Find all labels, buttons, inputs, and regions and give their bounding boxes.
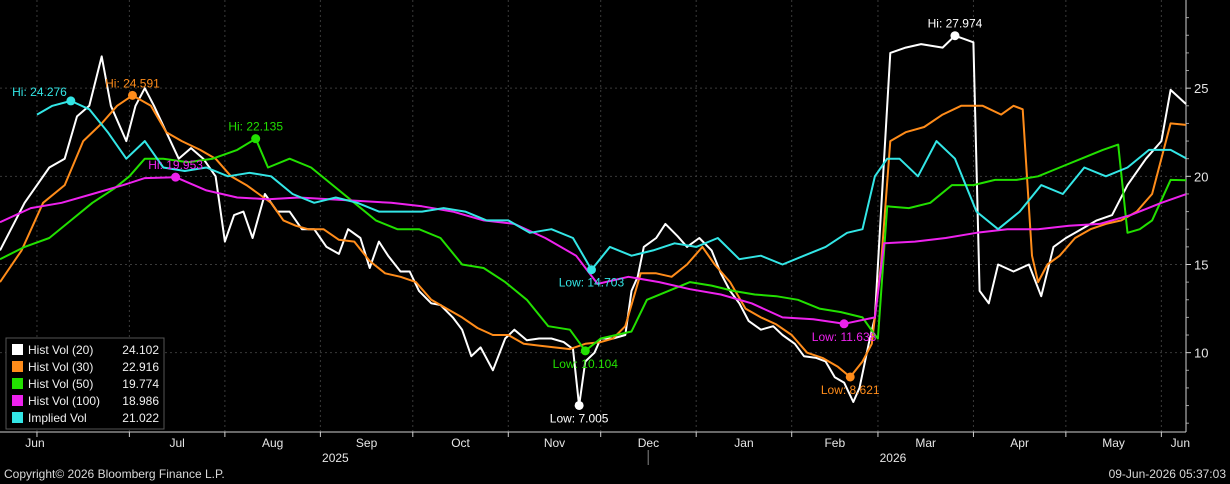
timestamp-text: 09-Jun-2026 05:37:03 [1108,467,1226,481]
extreme-marker [586,265,596,275]
x-tick-label: Aug [262,436,283,450]
extreme-label: Hi: 22.135 [228,120,283,134]
extreme-marker [950,31,960,41]
legend-value: 21.022 [122,411,159,425]
extreme-marker [127,90,137,100]
extreme-label: Low: 10.104 [553,357,619,371]
extreme-marker [845,372,855,382]
x-tick-label: May [1102,436,1125,450]
x-tick-label: Nov [544,436,565,450]
extreme-label: Low: 7.005 [550,411,609,425]
copyright-text: Copyright© 2026 Bloomberg Finance L.P. [4,467,225,481]
extreme-marker [171,172,181,182]
x-tick-label: Mar [915,436,936,450]
x-tick-label: Jun [25,436,44,450]
extreme-label: Hi: 27.974 [928,17,983,31]
legend-value: 19.774 [122,377,159,391]
legend-box [5,337,165,430]
x-tick-label: Feb [824,436,845,450]
extreme-marker [580,346,590,356]
y-tick-label: 15 [1194,257,1208,272]
legend-swatch [12,378,23,389]
legend-swatch [12,412,23,423]
legend-swatch [12,344,23,355]
series-line-1 [0,94,1187,378]
x-tick-label: Jan [734,436,753,450]
extreme-label: Low: 11.638 [812,330,877,344]
legend-value: 22.916 [122,360,159,374]
extreme-marker [251,134,261,144]
y-tick-label: 20 [1194,169,1208,184]
extreme-marker [574,400,584,410]
x-tick-label: Jun [1171,436,1190,450]
y-tick-label: 10 [1194,346,1208,361]
legend-swatch [12,395,23,406]
series-line-4 [36,99,1187,271]
legend-value: 24.102 [122,343,159,357]
extreme-label: Hi: 24.276 [12,85,67,99]
x-tick-label: Oct [451,436,470,450]
year-label: 2026 [880,451,907,465]
x-tick-label: Jul [169,436,184,450]
extreme-label: Hi: 19.953 [148,158,203,172]
x-tick-label: Apr [1010,436,1029,450]
legend-label: Implied Vol [28,411,87,425]
extreme-label: Low: 14.703 [559,276,625,290]
x-tick-label: Sep [356,436,378,450]
y-tick-label: 25 [1194,81,1208,96]
series-line-3 [0,176,1187,325]
extreme-label: Hi: 24.591 [105,76,160,90]
series-line-2 [0,137,1187,352]
year-label: 2025 [322,451,349,465]
x-tick-label: Dec [638,436,659,450]
legend-label: Hist Vol (50) [28,377,93,391]
legend-swatch [12,361,23,372]
legend-label: Hist Vol (100) [28,394,100,408]
legend-label: Hist Vol (30) [28,360,93,374]
extreme-marker [66,96,76,106]
extreme-label: Low: 8.621 [821,383,880,397]
legend-value: 18.986 [122,394,159,408]
series-line-0 [0,34,1187,407]
extreme-marker [839,319,849,329]
legend-label: Hist Vol (20) [28,343,93,357]
